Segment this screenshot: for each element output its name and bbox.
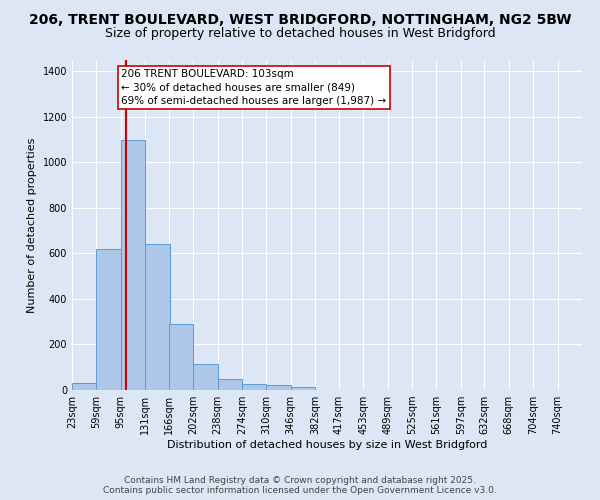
Text: Contains HM Land Registry data © Crown copyright and database right 2025.
Contai: Contains HM Land Registry data © Crown c… — [103, 476, 497, 495]
Bar — [291, 386, 315, 390]
Bar — [72, 383, 97, 390]
Bar — [266, 386, 291, 390]
X-axis label: Distribution of detached houses by size in West Bridgford: Distribution of detached houses by size … — [167, 440, 487, 450]
Bar — [193, 364, 218, 390]
Bar — [121, 140, 145, 390]
Bar — [145, 244, 170, 390]
Y-axis label: Number of detached properties: Number of detached properties — [27, 138, 37, 312]
Text: Size of property relative to detached houses in West Bridgford: Size of property relative to detached ho… — [104, 28, 496, 40]
Bar — [169, 324, 193, 390]
Bar — [218, 378, 242, 390]
Text: 206, TRENT BOULEVARD, WEST BRIDGFORD, NOTTINGHAM, NG2 5BW: 206, TRENT BOULEVARD, WEST BRIDGFORD, NO… — [29, 12, 571, 26]
Bar — [97, 249, 121, 390]
Text: 206 TRENT BOULEVARD: 103sqm
← 30% of detached houses are smaller (849)
69% of se: 206 TRENT BOULEVARD: 103sqm ← 30% of det… — [121, 69, 386, 106]
Bar — [242, 384, 266, 390]
